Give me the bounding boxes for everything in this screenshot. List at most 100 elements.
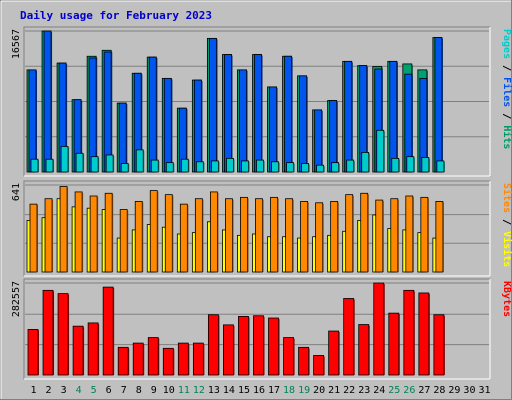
bar-kbytes — [223, 324, 235, 376]
bar-pages — [195, 161, 205, 173]
bar-kbytes — [27, 329, 39, 376]
bar-sites — [119, 209, 129, 273]
x-tick-label: 8 — [136, 385, 142, 396]
day-11-middle — [176, 203, 189, 273]
day-26-bottom — [403, 289, 415, 376]
day-21-top — [327, 100, 340, 173]
day-10-middle — [161, 194, 174, 273]
day-2-top — [41, 30, 55, 173]
day-3-bottom — [57, 293, 70, 376]
x-tick-label: 11 — [178, 385, 190, 396]
day-1-middle — [26, 203, 38, 273]
bar-sites — [420, 196, 429, 273]
day-28-bottom — [433, 314, 445, 376]
bar-pages — [90, 156, 100, 173]
day-5-middle — [86, 195, 99, 273]
day-17-middle — [267, 196, 279, 273]
bar-kbytes — [207, 314, 220, 376]
bar-files — [254, 54, 263, 173]
day-13-bottom — [207, 314, 220, 376]
day-18-bottom — [283, 337, 295, 376]
day-9-bottom — [147, 337, 160, 376]
bar-kbytes — [192, 342, 205, 376]
day-3-top — [56, 62, 70, 173]
day-4-middle — [71, 191, 84, 273]
bar-files — [389, 60, 398, 173]
bar-kbytes — [72, 325, 85, 376]
day-11-bottom — [177, 342, 190, 376]
bar-sites — [29, 203, 38, 273]
bar-pages — [436, 160, 445, 173]
day-16-top — [252, 54, 265, 173]
day-7-top — [116, 102, 130, 173]
bar-kbytes — [283, 337, 295, 376]
day-16-middle — [252, 198, 264, 273]
bar-pages — [180, 158, 190, 173]
day-11-top — [176, 107, 190, 173]
bar-kbytes — [102, 286, 115, 376]
x-tick-label: 9 — [151, 385, 157, 396]
day-19-middle — [297, 201, 309, 273]
day-18-top — [282, 55, 295, 173]
bar-kbytes — [433, 314, 445, 376]
day-13-top — [206, 37, 220, 173]
bar-sites — [345, 194, 354, 273]
day-28-middle — [432, 201, 444, 273]
x-tick-label: 19 — [298, 385, 310, 396]
legend-hits: Hits — [501, 125, 512, 149]
bar-pages — [361, 152, 370, 173]
day-1-bottom — [27, 329, 39, 376]
bar-sites — [89, 195, 99, 273]
bar-pages — [346, 159, 355, 173]
bar-sites — [360, 192, 369, 273]
day-21-bottom — [328, 330, 340, 376]
bar-sites — [44, 198, 54, 273]
bar-files — [344, 60, 353, 173]
day-25-top — [387, 60, 400, 173]
x-tick-label: 17 — [268, 385, 280, 396]
bar-kbytes — [373, 282, 385, 376]
day-5-top — [86, 55, 100, 173]
bar-sites — [315, 202, 324, 273]
bar-pages — [421, 157, 430, 173]
legend-sites: Sites — [501, 183, 512, 213]
x-tick-label: 18 — [283, 385, 295, 396]
panel-bottom-max-label: 282557 — [11, 281, 22, 317]
day-8-top — [131, 72, 145, 173]
panel-middle: 641 Sites / Visits — [11, 180, 512, 277]
x-tick-label: 3 — [61, 385, 67, 396]
day-15-bottom — [238, 315, 250, 376]
bar-pages — [210, 160, 220, 173]
chart-panels: 16567 Pages / Files / Hits 641 Sites / Visi… — [11, 26, 512, 380]
panel-bottom: 282557 KBytes — [11, 278, 512, 380]
x-tick-label: 12 — [193, 385, 205, 396]
bar-sites — [209, 191, 219, 273]
day-22-middle — [342, 194, 354, 273]
bar-kbytes — [343, 298, 355, 376]
x-tick-label: 5 — [91, 385, 97, 396]
bar-files — [224, 54, 233, 173]
day-14-top — [222, 54, 235, 173]
bar-sites — [74, 191, 84, 273]
bar-kbytes — [418, 292, 430, 376]
day-5-bottom — [87, 322, 100, 376]
panel-top: 16567 Pages / Files / Hits — [11, 26, 512, 177]
bar-pages — [135, 149, 145, 173]
day-17-bottom — [268, 317, 280, 376]
bar-pages — [226, 157, 235, 173]
bar-kbytes — [147, 337, 160, 376]
bar-files — [118, 102, 128, 173]
bar-sites — [285, 198, 294, 273]
day-12-middle — [191, 198, 204, 273]
bar-sites — [149, 190, 159, 273]
bar-kbytes — [238, 315, 250, 376]
day-2-bottom — [42, 289, 55, 376]
bar-files — [148, 56, 158, 173]
bar-pages — [150, 159, 160, 173]
bar-files — [88, 57, 98, 173]
day-24-middle — [372, 199, 384, 273]
day-23-top — [357, 65, 370, 173]
day-17-top — [267, 86, 280, 173]
bar-sites — [59, 186, 69, 273]
x-tick-label: 10 — [163, 385, 175, 396]
